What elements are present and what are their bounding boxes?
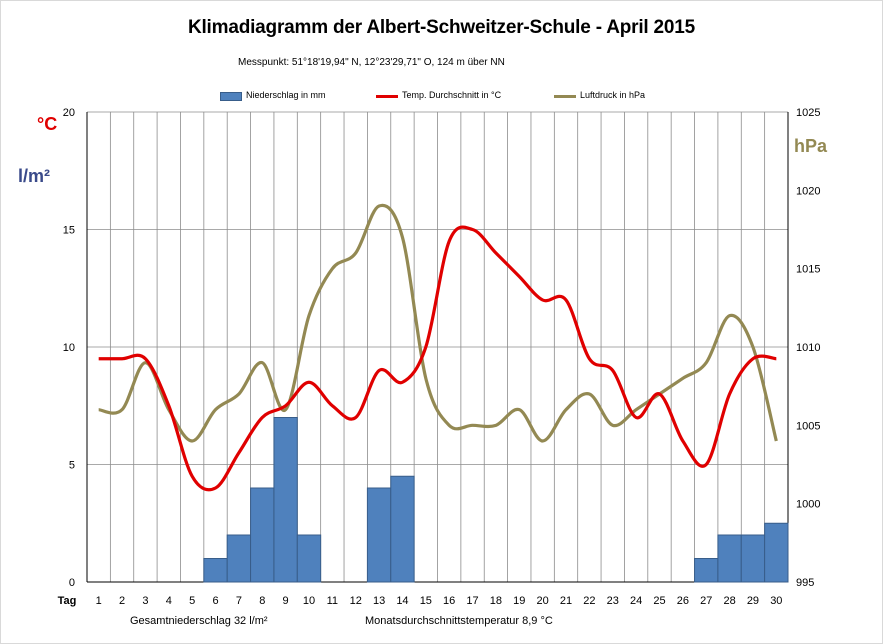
x-tick-label: 22 — [583, 595, 595, 607]
x-tick-label: 10 — [303, 595, 315, 607]
left-tick-label: 0 — [69, 577, 75, 589]
right-tick-label: 1005 — [796, 420, 820, 432]
x-tick-label: 18 — [490, 595, 502, 607]
precipitation-bar — [366, 487, 392, 583]
chart-title: Klimadiagramm der Albert-Schweitzer-Schu… — [187, 17, 696, 38]
pressure-line — [98, 203, 778, 443]
x-tick-label: 6 — [212, 595, 218, 607]
x-tick-label: 21 — [560, 595, 572, 607]
precipitation-bar — [717, 534, 742, 583]
x-tick-label: 20 — [537, 595, 549, 607]
left-tick-label: 20 — [63, 107, 75, 119]
x-tick-label: 12 — [350, 595, 362, 607]
right-axis-unit-hpa: hPa — [794, 136, 828, 156]
precipitation-bar — [740, 534, 766, 583]
legend-label-precip: Niederschlag in mm — [246, 90, 326, 100]
precipitation-bar — [273, 417, 298, 583]
average-temperature-text: Monatsdurchschnittstemperatur 8,9 °C — [365, 615, 553, 627]
x-tick-label: 17 — [466, 595, 478, 607]
right-tick-label: 1000 — [796, 499, 820, 511]
legend-swatch-temp — [376, 95, 398, 98]
legend-swatch-precip — [220, 92, 242, 101]
left-tick-label: 15 — [63, 225, 75, 237]
precipitation-bar — [296, 534, 322, 583]
right-tick-label: 1020 — [796, 185, 820, 197]
x-tick-label: 8 — [259, 595, 265, 607]
right-tick-label: 995 — [796, 577, 814, 589]
right-tick-label: 1025 — [796, 107, 820, 119]
x-tick-label: 5 — [189, 595, 195, 607]
x-tick-label: 3 — [142, 595, 148, 607]
x-tick-label: 19 — [513, 595, 525, 607]
x-tick-label: 26 — [677, 595, 689, 607]
x-tick-label: 30 — [770, 595, 782, 607]
left-axis-unit-celsius: °C — [37, 114, 58, 134]
legend-label-pressure: Luftdruck in hPa — [580, 90, 646, 100]
precipitation-bar — [764, 522, 789, 583]
x-tick-label: 28 — [723, 595, 735, 607]
x-tick-label: 16 — [443, 595, 455, 607]
precipitation-bar — [390, 475, 415, 583]
x-tick-label: 14 — [396, 595, 408, 607]
x-tick-label: 11 — [327, 595, 338, 607]
x-tick-label: 13 — [373, 595, 385, 607]
legend-label-temp: Temp. Durchschnitt in °C — [402, 90, 502, 100]
chart-subtitle: Messpunkt: 51°18'19,94" N, 12°23'29,71" … — [238, 57, 505, 68]
right-tick-label: 1010 — [796, 342, 820, 354]
temperature-line — [98, 225, 777, 492]
precipitation-bar — [226, 534, 252, 583]
total-precipitation-text: Gesamtniederschlag 32 l/m² — [130, 615, 268, 627]
precipitation-bar — [250, 487, 275, 583]
left-tick-label: 10 — [63, 342, 75, 354]
left-tick-label: 5 — [69, 460, 75, 472]
x-tick-label: 15 — [420, 595, 432, 607]
legend-swatch-pressure — [554, 95, 576, 98]
x-tick-label: 25 — [653, 595, 665, 607]
x-tick-label: 23 — [607, 595, 619, 607]
x-tick-label: 7 — [236, 595, 242, 607]
right-tick-label: 1015 — [796, 264, 820, 276]
precipitation-bar — [203, 558, 228, 583]
x-tick-label: 9 — [283, 595, 289, 607]
precipitation-bar — [694, 558, 719, 583]
x-tick-label: 2 — [119, 595, 125, 607]
left-axis-unit-liters: l/m² — [18, 166, 51, 186]
x-tick-label: 29 — [747, 595, 759, 607]
x-tick-label: 24 — [630, 595, 642, 607]
x-tick-label: 1 — [96, 595, 102, 607]
x-axis-label: Tag — [58, 595, 77, 607]
x-tick-label: 27 — [700, 595, 712, 607]
x-tick-label: 4 — [166, 595, 172, 607]
